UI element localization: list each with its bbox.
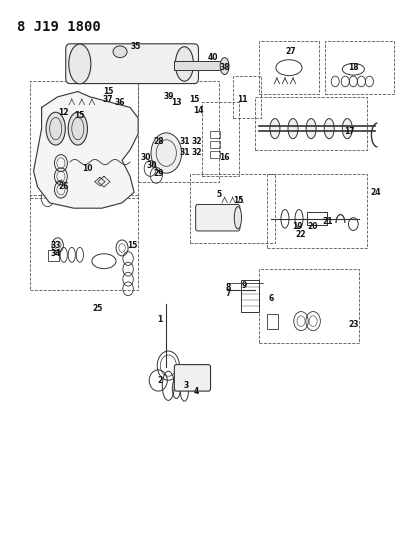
Text: 7: 7: [226, 288, 231, 297]
Ellipse shape: [68, 112, 87, 145]
Text: 35: 35: [131, 42, 141, 51]
Bar: [202, 102, 239, 176]
Text: 1: 1: [158, 315, 163, 324]
Text: 26: 26: [58, 182, 69, 191]
Text: 22: 22: [296, 230, 306, 239]
Ellipse shape: [220, 58, 229, 75]
Text: 13: 13: [171, 98, 181, 107]
Bar: [210, 141, 220, 148]
Bar: [210, 131, 220, 138]
Text: 32: 32: [191, 138, 202, 147]
Text: 29: 29: [153, 169, 164, 178]
Ellipse shape: [46, 112, 65, 145]
Text: 8: 8: [226, 283, 231, 292]
FancyBboxPatch shape: [174, 365, 211, 391]
Text: 16: 16: [220, 154, 230, 163]
Text: 15: 15: [103, 87, 113, 96]
Ellipse shape: [324, 118, 334, 139]
Bar: [30, 195, 138, 290]
Text: 18: 18: [348, 63, 359, 72]
Text: 37: 37: [102, 95, 113, 104]
Bar: [259, 269, 359, 343]
Text: 15: 15: [75, 111, 85, 120]
Text: 10: 10: [83, 164, 93, 173]
Text: 2: 2: [158, 376, 163, 385]
Text: 15: 15: [234, 196, 244, 205]
Polygon shape: [34, 92, 138, 208]
Ellipse shape: [270, 118, 280, 139]
Bar: [325, 41, 394, 94]
Text: 39: 39: [163, 92, 174, 101]
Text: 31: 31: [179, 148, 190, 157]
Text: 5: 5: [216, 190, 221, 199]
Ellipse shape: [113, 46, 127, 58]
Text: 21: 21: [322, 217, 333, 226]
Text: 31: 31: [179, 138, 190, 147]
Text: 23: 23: [348, 320, 358, 329]
Text: 15: 15: [189, 95, 200, 104]
Bar: [190, 174, 275, 243]
Ellipse shape: [234, 207, 241, 229]
Bar: [174, 61, 223, 70]
Text: 30: 30: [147, 161, 158, 170]
Bar: [267, 174, 367, 248]
Text: 4: 4: [194, 386, 199, 395]
Text: 19: 19: [292, 222, 302, 231]
Text: 38: 38: [220, 63, 230, 72]
Bar: [241, 280, 259, 312]
Bar: [48, 249, 59, 261]
Ellipse shape: [306, 118, 316, 139]
Text: 17: 17: [344, 127, 355, 136]
Text: 36: 36: [115, 98, 125, 107]
Text: 27: 27: [286, 47, 296, 56]
Ellipse shape: [175, 47, 194, 81]
Text: 12: 12: [58, 108, 69, 117]
Text: 30: 30: [141, 154, 151, 163]
Text: 6: 6: [268, 294, 273, 303]
Text: 9: 9: [242, 280, 247, 289]
Text: 25: 25: [93, 304, 103, 313]
FancyBboxPatch shape: [196, 205, 240, 231]
Text: 32: 32: [191, 148, 202, 157]
Text: 15: 15: [127, 241, 137, 250]
Bar: [307, 213, 327, 225]
Ellipse shape: [342, 118, 352, 139]
Text: 20: 20: [308, 222, 318, 231]
Text: 14: 14: [193, 106, 204, 115]
Text: 40: 40: [207, 53, 218, 62]
Text: 8 J19 1800: 8 J19 1800: [17, 20, 101, 34]
Bar: [255, 97, 367, 150]
Text: 33: 33: [51, 241, 61, 250]
Bar: [267, 314, 278, 328]
Bar: [232, 76, 261, 118]
Bar: [138, 81, 219, 182]
Bar: [210, 151, 220, 158]
Bar: [259, 41, 319, 94]
Text: 3: 3: [184, 381, 189, 390]
Text: 34: 34: [51, 249, 61, 258]
Circle shape: [151, 133, 181, 173]
Text: 28: 28: [153, 138, 164, 147]
Text: 11: 11: [237, 95, 248, 104]
Text: 24: 24: [370, 188, 381, 197]
Bar: [30, 81, 138, 198]
Bar: [92, 157, 103, 172]
FancyBboxPatch shape: [66, 44, 198, 84]
Ellipse shape: [288, 118, 298, 139]
Ellipse shape: [69, 44, 91, 84]
